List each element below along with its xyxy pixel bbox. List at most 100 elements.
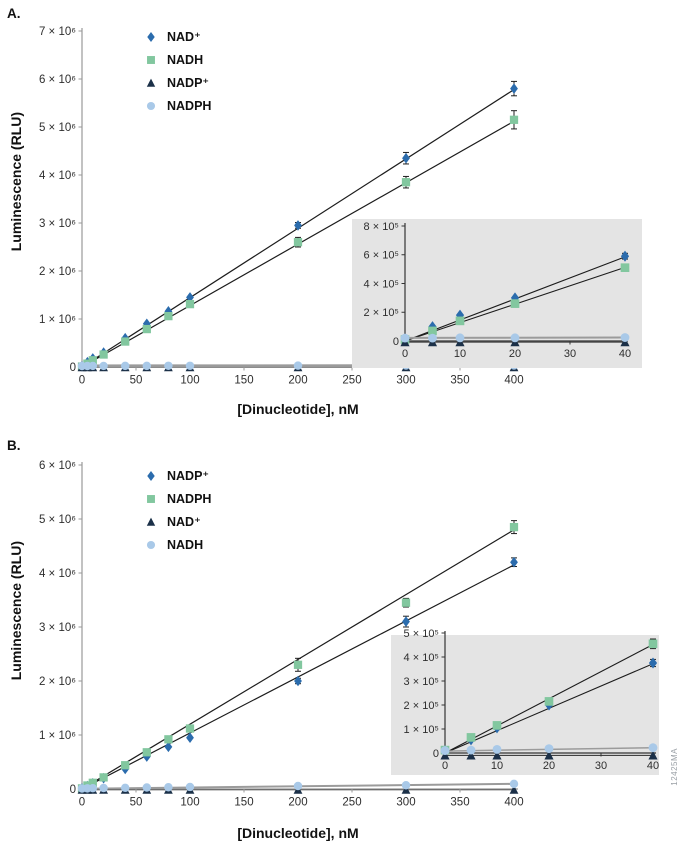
data-point-nadph (185, 724, 195, 733)
x-tick-label: 10 (491, 760, 503, 772)
data-point-nadh (164, 311, 173, 321)
data-point-nadph (88, 778, 97, 787)
data-point-nadph (121, 761, 130, 770)
data-point-nadph (509, 522, 519, 532)
legend-item-nadp: NADP⁺ (144, 74, 211, 91)
data-point-nad (510, 83, 518, 94)
legend-item-nadph: NADPH (144, 490, 211, 507)
data-point-nadp (186, 732, 194, 743)
x-tick-label: 100 (180, 797, 199, 809)
data-point-nadph (293, 361, 303, 370)
x-tick-label: 0 (442, 760, 448, 772)
data-point-nadph (428, 333, 437, 343)
data-point-nadh (401, 178, 411, 187)
y-tick-label: 4 × 10⁶ (39, 568, 76, 580)
circle-marker-icon (146, 540, 156, 549)
diamond-marker-icon (147, 31, 155, 42)
panel-a-legend: NAD⁺ NADH NADP⁺ NADPH (144, 28, 211, 114)
data-point-nadph (293, 660, 303, 669)
data-point-nadh (142, 783, 152, 792)
circle-marker-icon (146, 540, 156, 549)
circle-marker-icon (146, 101, 156, 110)
inset-background (391, 635, 659, 775)
panel-b-inset: 0 10 20 30 40 0 1 × 10⁵ 2 × 10⁵ 3 × 10⁵ 4 × 10⁵ 5 … (391, 628, 659, 775)
data-point-nadp (648, 657, 658, 669)
square-marker-icon (147, 494, 155, 503)
panel-b-legend: NADP⁺ NADPH NAD⁺ NADH (144, 467, 211, 553)
y-tick-label: 8 × 10⁵ (364, 221, 399, 233)
legend-label: NADPH (167, 98, 212, 113)
y-tick-label: 4 × 10⁶ (39, 170, 76, 182)
square-marker-icon (147, 55, 155, 64)
x-tick-label: 20 (509, 348, 521, 360)
data-point-nadph (492, 721, 502, 730)
triangle-marker-icon (146, 78, 156, 87)
y-tick-label: 0 (70, 784, 76, 796)
y-tick-label: 6 × 10⁶ (39, 460, 76, 472)
data-point-nadp (164, 741, 173, 753)
data-point-nadph (510, 333, 520, 343)
y-tick-label: 0 (393, 336, 399, 348)
data-point-nad (620, 250, 630, 262)
legend-label: NADP⁺ (167, 76, 210, 90)
x-tick-label: 350 (450, 375, 469, 387)
y-tick-label: 0 (70, 362, 76, 374)
y-tick-label: 2 × 10⁵ (404, 700, 439, 712)
data-point-nadh (185, 782, 195, 792)
data-point-nadp (402, 616, 410, 627)
data-point-nadh (401, 780, 411, 790)
data-point-nadph (401, 598, 411, 607)
data-point-nadh (492, 744, 502, 754)
panel-a-x-axis-title: [Dinucleotide], nM (237, 401, 359, 417)
x-tick-label: 30 (595, 760, 607, 772)
x-tick-label: 400 (504, 797, 523, 809)
data-point-nad (544, 750, 554, 760)
x-tick-label: 50 (130, 797, 143, 809)
y-tick-label: 2 × 10⁵ (364, 307, 399, 319)
data-point-nadph (142, 361, 152, 371)
x-tick-label: 0 (79, 797, 85, 809)
x-tick-label: 300 (396, 797, 415, 809)
y-tick-label: 7 × 10⁶ (39, 26, 76, 38)
data-point-nadh (120, 783, 130, 793)
x-tick-label: 200 (288, 797, 307, 809)
data-point-nadh (509, 115, 519, 124)
y-tick-label: 4 × 10⁵ (364, 278, 399, 290)
y-tick-label: 3 × 10⁵ (404, 676, 439, 688)
data-point-nadh (293, 781, 303, 791)
data-point-nad (142, 318, 151, 330)
data-point-nad (402, 152, 410, 164)
x-tick-label: 50 (130, 375, 143, 387)
data-point-nad (294, 220, 302, 231)
x-tick-label: 150 (234, 375, 253, 387)
data-point-nadph (99, 361, 108, 371)
data-point-nad (466, 750, 476, 760)
y-tick-label: 6 × 10⁵ (364, 250, 399, 262)
legend-item-nadh: NADH (144, 51, 211, 68)
square-marker-icon (147, 55, 155, 64)
y-tick-label: 5 × 10⁶ (39, 122, 76, 134)
inset-background (352, 219, 642, 368)
data-point-nadh (466, 745, 476, 755)
x-tick-label: 100 (180, 375, 199, 387)
data-point-nadh (99, 350, 108, 359)
data-point-nadph (544, 697, 554, 706)
data-point-nadp (294, 675, 302, 687)
x-tick-label: 20 (543, 760, 555, 772)
data-point-nadh (544, 744, 554, 754)
data-point-nadp (510, 556, 518, 568)
data-point-nadh (121, 337, 130, 346)
square-marker-icon (147, 494, 155, 503)
data-point-nadph (88, 361, 98, 371)
data-point-nadh (455, 316, 465, 326)
panel-b-x-axis-title: [Dinucleotide], nM (237, 825, 359, 841)
data-point-nadh (648, 743, 658, 753)
circle-marker-icon (146, 101, 156, 110)
data-point-nadph (185, 361, 195, 371)
legend-label: NADP⁺ (167, 469, 210, 483)
data-point-nad (509, 785, 519, 794)
data-point-nad (440, 750, 450, 760)
data-point-nadh (99, 783, 108, 793)
